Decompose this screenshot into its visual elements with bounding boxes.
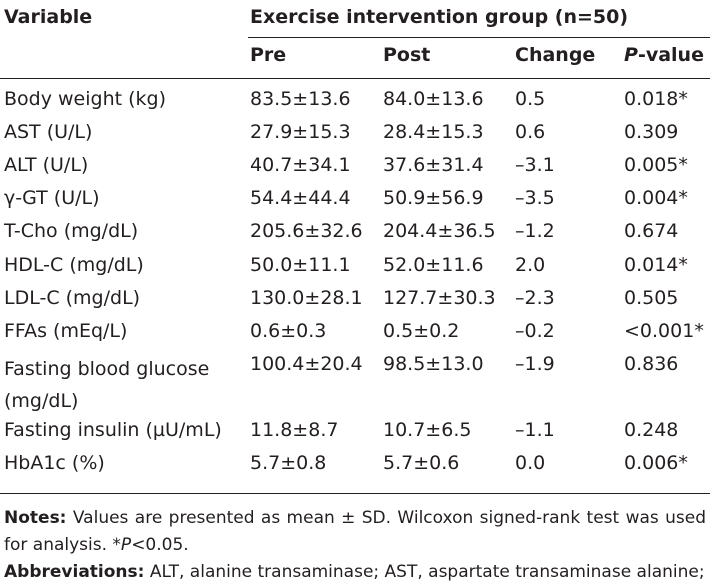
post-cell: 0.5±0.2 [383, 320, 460, 342]
pre-cell: 11.8±8.7 [250, 419, 339, 441]
p-value-cell: 0.006* [624, 452, 688, 474]
table-row: LDL-C (mg/dL) 130.0±28.1 127.7±30.3 –2.3 0.5… [0, 281, 710, 315]
change-cell: –3.1 [515, 154, 555, 176]
group-header-rule [248, 37, 710, 38]
p-value-cell: 0.005* [624, 154, 688, 176]
change-cell: 0.5 [515, 88, 546, 110]
change-cell: –1.1 [515, 419, 555, 441]
p-value-cell: 0.505 [624, 287, 679, 309]
pre-cell: 27.9±15.3 [250, 121, 351, 143]
p-value-cell: 0.674 [624, 220, 679, 242]
p-value-cell: <0.001* [624, 320, 704, 342]
post-cell: 50.9±56.9 [383, 187, 484, 209]
column-header-variable: Variable [4, 6, 93, 28]
change-cell: –3.5 [515, 187, 555, 209]
variable-cell: AST (U/L) [4, 121, 93, 143]
p-value-cell: 0.248 [624, 419, 679, 441]
header-bottom-rule [0, 78, 710, 79]
p-value-cell: 0.018* [624, 88, 688, 110]
table-row: Fasting insulin (µU/mL) 11.8±8.7 10.7±6.5 –… [0, 413, 710, 447]
post-cell: 28.4±15.3 [383, 121, 484, 143]
table-abbreviations: Abbreviations: ALT, alanine transaminase… [4, 559, 706, 586]
variable-cell: HDL-C (mg/dL) [4, 254, 144, 276]
change-cell: 2.0 [515, 254, 546, 276]
column-header-p-value: P-value [624, 44, 704, 66]
variable-cell: Fasting insulin (µU/mL) [4, 419, 222, 441]
pre-cell: 83.5±13.6 [250, 88, 351, 110]
abbreviations-label: Abbreviations: [4, 562, 145, 582]
notes-label: Notes: [4, 508, 67, 528]
post-cell: 5.7±0.6 [383, 452, 460, 474]
table-row: AST (U/L) 27.9±15.3 28.4±15.3 0.6 0.309 [0, 115, 710, 149]
pre-cell: 205.6±32.6 [250, 220, 363, 242]
change-cell: –2.3 [515, 287, 555, 309]
pre-cell: 100.4±20.4 [250, 353, 363, 375]
pre-cell: 50.0±11.1 [250, 254, 351, 276]
pre-cell: 5.7±0.8 [250, 452, 327, 474]
variable-cell: γ-GT (U/L) [4, 187, 100, 209]
post-cell: 10.7±6.5 [383, 419, 472, 441]
table-notes: Notes: Values are presented as mean ± SD… [4, 505, 706, 559]
variable-cell: HbA1c (%) [4, 452, 105, 474]
variable-cell: Body weight (kg) [4, 88, 166, 110]
post-cell: 52.0±11.6 [383, 254, 484, 276]
pre-cell: 130.0±28.1 [250, 287, 363, 309]
p-value-cell: 0.004* [624, 187, 688, 209]
variable-cell: T-Cho (mg/dL) [4, 220, 139, 242]
change-cell: –1.2 [515, 220, 555, 242]
table-row: HDL-C (mg/dL) 50.0±11.1 52.0±11.6 2.0 0.014* [0, 248, 710, 282]
post-cell: 37.6±31.4 [383, 154, 484, 176]
column-header-change: Change [515, 44, 596, 66]
change-cell: –1.9 [515, 353, 555, 375]
pre-cell: 0.6±0.3 [250, 320, 327, 342]
table-row: T-Cho (mg/dL) 205.6±32.6 204.4±36.5 –1.2 0.6… [0, 214, 710, 248]
post-cell: 204.4±36.5 [383, 220, 496, 242]
variable-cell: FFAs (mEq/L) [4, 320, 128, 342]
p-value-cell: 0.014* [624, 254, 688, 276]
p-value-cell: 0.309 [624, 121, 679, 143]
variable-cell: LDL-C (mg/dL) [4, 287, 141, 309]
variable-cell: Fasting blood glucose (mg/dL) [4, 358, 210, 412]
p-value-cell: 0.836 [624, 353, 679, 375]
change-cell: –0.2 [515, 320, 555, 342]
column-header-post: Post [383, 44, 431, 66]
post-cell: 127.7±30.3 [383, 287, 496, 309]
table-row: ALT (U/L) 40.7±34.1 37.6±31.4 –3.1 0.005* [0, 148, 710, 182]
table-row: FFAs (mEq/L) 0.6±0.3 0.5±0.2 –0.2 <0.001* [0, 314, 710, 348]
change-cell: 0.0 [515, 452, 546, 474]
table-row: HbA1c (%) 5.7±0.8 5.7±0.6 0.0 0.006* [0, 446, 710, 480]
post-cell: 84.0±13.6 [383, 88, 484, 110]
notes-text: Values are presented as mean ± SD. Wilco… [4, 508, 707, 555]
abbreviations-text: ALT, alanine transaminase; AST, aspartat… [149, 562, 705, 582]
variable-cell: ALT (U/L) [4, 154, 89, 176]
pre-cell: 40.7±34.1 [250, 154, 351, 176]
table-bottom-rule [0, 493, 710, 494]
post-cell: 98.5±13.0 [383, 353, 484, 375]
change-cell: 0.6 [515, 121, 546, 143]
column-header-pre: Pre [250, 44, 287, 66]
group-header: Exercise intervention group (n=50) [250, 6, 629, 28]
table-row: Body weight (kg) 83.5±13.6 84.0±13.6 0.5 0.0… [0, 82, 710, 116]
table-row: γ-GT (U/L) 54.4±44.4 50.9±56.9 –3.5 0.004* [0, 181, 710, 215]
pre-cell: 54.4±44.4 [250, 187, 351, 209]
table-row: Fasting blood glucose (mg/dL) 100.4±20.4 9… [0, 347, 710, 412]
